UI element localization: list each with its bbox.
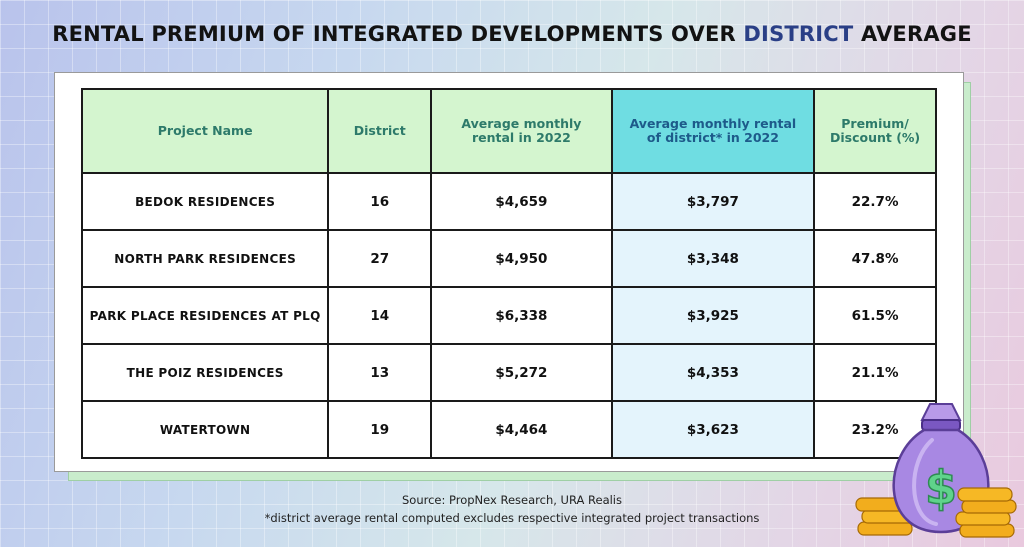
cell-project-name: NORTH PARK RESIDENCES [80,229,330,288]
table-row: WATERTOWN 19 $4,464 $3,623 23.2% [80,400,937,459]
cell-district: 27 [327,229,433,288]
header-premium: Premium/ Discount (%) [813,88,937,174]
cell-project-name: WATERTOWN [80,400,330,459]
cell-premium: 21.1% [813,343,937,402]
header-avg-rental: Average monthly rental in 2022 [430,88,613,174]
cell-district: 16 [327,172,433,231]
cell-avg-rental: $4,950 [430,229,613,288]
table-row: THE POIZ RESIDENCES 13 $5,272 $4,353 21.… [80,343,937,402]
header-district-avg-rental: Average monthly rental of district* in 2… [610,88,816,174]
cell-avg-rental: $5,272 [430,343,613,402]
table-row: NORTH PARK RESIDENCES 27 $4,950 $3,348 4… [80,229,937,288]
source-note: Source: PropNex Research, URA Realis [401,493,622,507]
cell-project-name: BEDOK RESIDENCES [80,172,330,231]
table-header-row: Project Name District Average monthly re… [80,88,937,174]
cell-district-avg-rental: $3,348 [610,229,816,288]
cell-district: 19 [327,400,433,459]
table-row: PARK PLACE RESIDENCES AT PLQ 14 $6,338 $… [80,286,937,345]
rental-premium-table: Project Name District Average monthly re… [80,88,937,459]
page-title: RENTAL PREMIUM OF INTEGRATED DEVELOPMENT… [0,22,1024,46]
cell-avg-rental: $6,338 [430,286,613,345]
title-part-2: AVERAGE [853,22,972,46]
cell-project-name: PARK PLACE RESIDENCES AT PLQ [80,286,330,345]
cell-premium: 22.7% [813,172,937,231]
title-accent: DISTRICT [743,22,854,46]
footnote: *district average rental computed exclud… [264,511,760,525]
cell-project-name: THE POIZ RESIDENCES [80,343,330,402]
cell-premium: 23.2% [813,400,937,459]
dollar-sign-glyph: $ [925,461,957,515]
coin-stack-right-icon [955,487,1017,538]
money-bag-with-coins-icon: $ [855,403,1017,538]
cell-district-avg-rental: $3,925 [610,286,816,345]
cell-district: 13 [327,343,433,402]
cell-district-avg-rental: $3,797 [610,172,816,231]
cell-premium: 61.5% [813,286,937,345]
cell-avg-rental: $4,464 [430,400,613,459]
header-district: District [327,88,433,174]
header-project-name: Project Name [80,88,330,174]
title-part-1: RENTAL PREMIUM OF INTEGRATED DEVELOPMENT… [52,22,744,46]
cell-premium: 47.8% [813,229,937,288]
table-row: BEDOK RESIDENCES 16 $4,659 $3,797 22.7% [80,172,937,231]
cell-district: 14 [327,286,433,345]
cell-avg-rental: $4,659 [430,172,613,231]
cell-district-avg-rental: $3,623 [610,400,816,459]
cell-district-avg-rental: $4,353 [610,343,816,402]
